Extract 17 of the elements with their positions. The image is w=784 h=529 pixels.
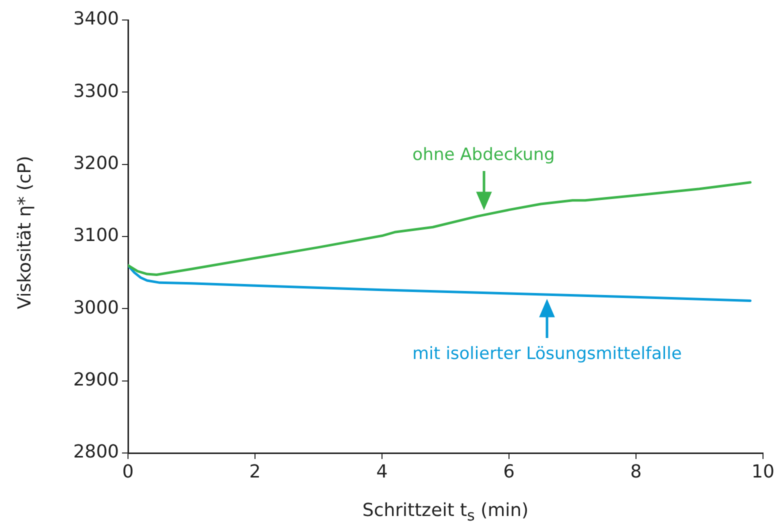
y-tick-label: 2900 [73,370,119,391]
x-axis-title: Schrittzeit t$_{s}$ (min) [361,500,530,525]
x-tick-label: 2 [249,461,261,482]
x-tick-label: 0 [122,461,134,482]
y-tick-label: 3200 [73,153,119,174]
annotation: mit isolierter Lösungsmittelfalle [412,344,682,364]
y-tick-label: 3400 [73,8,119,30]
annotation: ohne Abdeckung [412,144,555,165]
x-tick-label: 6 [503,461,515,482]
x-tick-label: 8 [630,461,642,482]
y-tick-label: 3000 [73,297,119,318]
y-tick-label: 3100 [73,225,119,246]
y-tick-label: 3300 [73,80,119,102]
y-tick-label: 2800 [73,442,119,463]
y-axis-title: Viskosität η* (cP) [14,154,36,312]
x-tick-label: 10 [752,461,774,482]
x-tick-label: 4 [376,461,388,482]
